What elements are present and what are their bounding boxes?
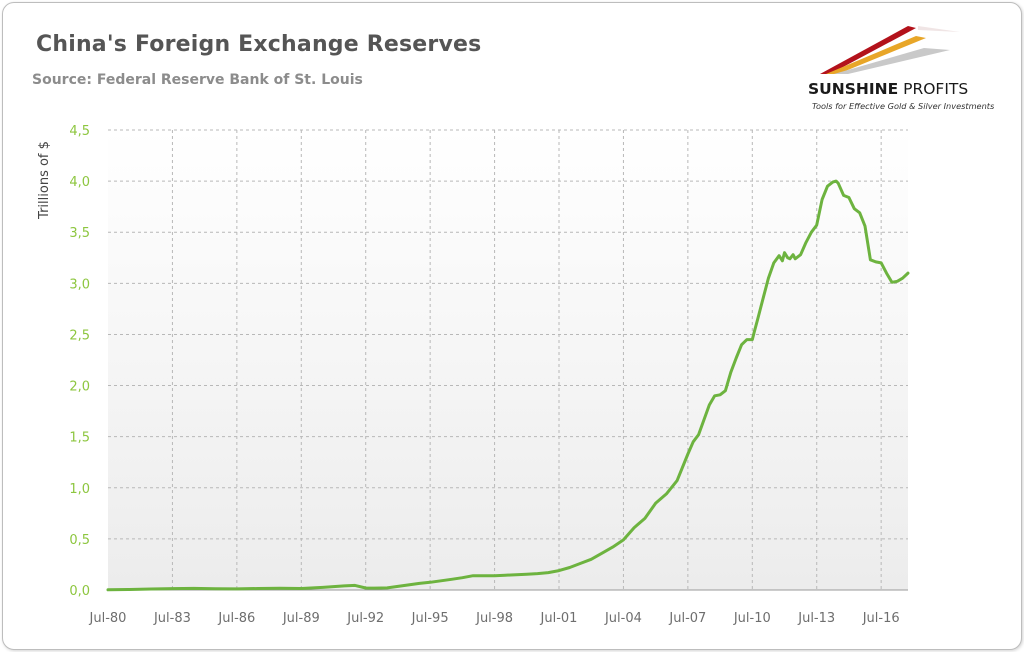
y-tick-label: 2,5 — [69, 328, 90, 343]
y-tick-label: 0,0 — [69, 584, 90, 599]
x-tick-label: Jul-86 — [217, 611, 255, 626]
chart-subtitle: Source: Federal Reserve Bank of St. Loui… — [32, 72, 363, 88]
x-axis-ticks: Jul-80 Jul-83 Jul-86 Jul-89 Jul-92 Jul-95 Jul-… — [89, 611, 900, 626]
logo-brand-text: SUNSHINE PROFITS — [808, 80, 968, 98]
x-tick-label: Jul-92 — [346, 611, 384, 626]
y-tick-label: 0,5 — [69, 533, 90, 548]
y-tick-label: 3,5 — [69, 226, 90, 241]
x-tick-label: Jul-10 — [733, 611, 771, 626]
y-tick-label: 2,0 — [69, 380, 90, 395]
x-tick-label: Jul-83 — [153, 611, 191, 626]
logo-swoosh-icon — [820, 26, 960, 74]
y-axis-ticks: 0,0 0,5 1,0 1,5 2,0 2,5 3,0 3,5 4,0 4,5 — [69, 124, 90, 599]
sunshine-profits-logo: SUNSHINE PROFITS Tools for Effective Gol… — [800, 22, 1010, 117]
logo-tagline: Tools for Effective Gold & Silver Invest… — [812, 101, 995, 111]
x-tick-label: Jul-98 — [475, 611, 513, 626]
x-tick-label: Jul-95 — [411, 611, 449, 626]
x-tick-label: Jul-04 — [604, 611, 642, 626]
x-tick-label: Jul-80 — [89, 611, 127, 626]
logo-brand-light: PROFITS — [898, 80, 969, 98]
x-tick-label: Jul-89 — [282, 611, 320, 626]
y-tick-label: 1,5 — [69, 431, 90, 446]
logo-brand-bold: SUNSHINE — [808, 80, 899, 98]
x-tick-label: Jul-13 — [797, 611, 835, 626]
x-tick-label: Jul-01 — [540, 611, 578, 626]
plot-area — [108, 130, 908, 590]
y-tick-label: 4,5 — [69, 124, 90, 139]
gridlines — [108, 129, 908, 591]
x-tick-label: Jul-07 — [668, 611, 706, 626]
chart-title: China's Foreign Exchange Reserves — [36, 32, 482, 57]
x-tick-label: Jul-16 — [862, 611, 900, 626]
series-line — [106, 179, 910, 592]
y-axis-label: Trillions of $ — [37, 141, 52, 220]
y-tick-label: 1,0 — [69, 482, 90, 497]
y-tick-label: 4,0 — [69, 175, 90, 190]
y-tick-label: 3,0 — [69, 277, 90, 292]
